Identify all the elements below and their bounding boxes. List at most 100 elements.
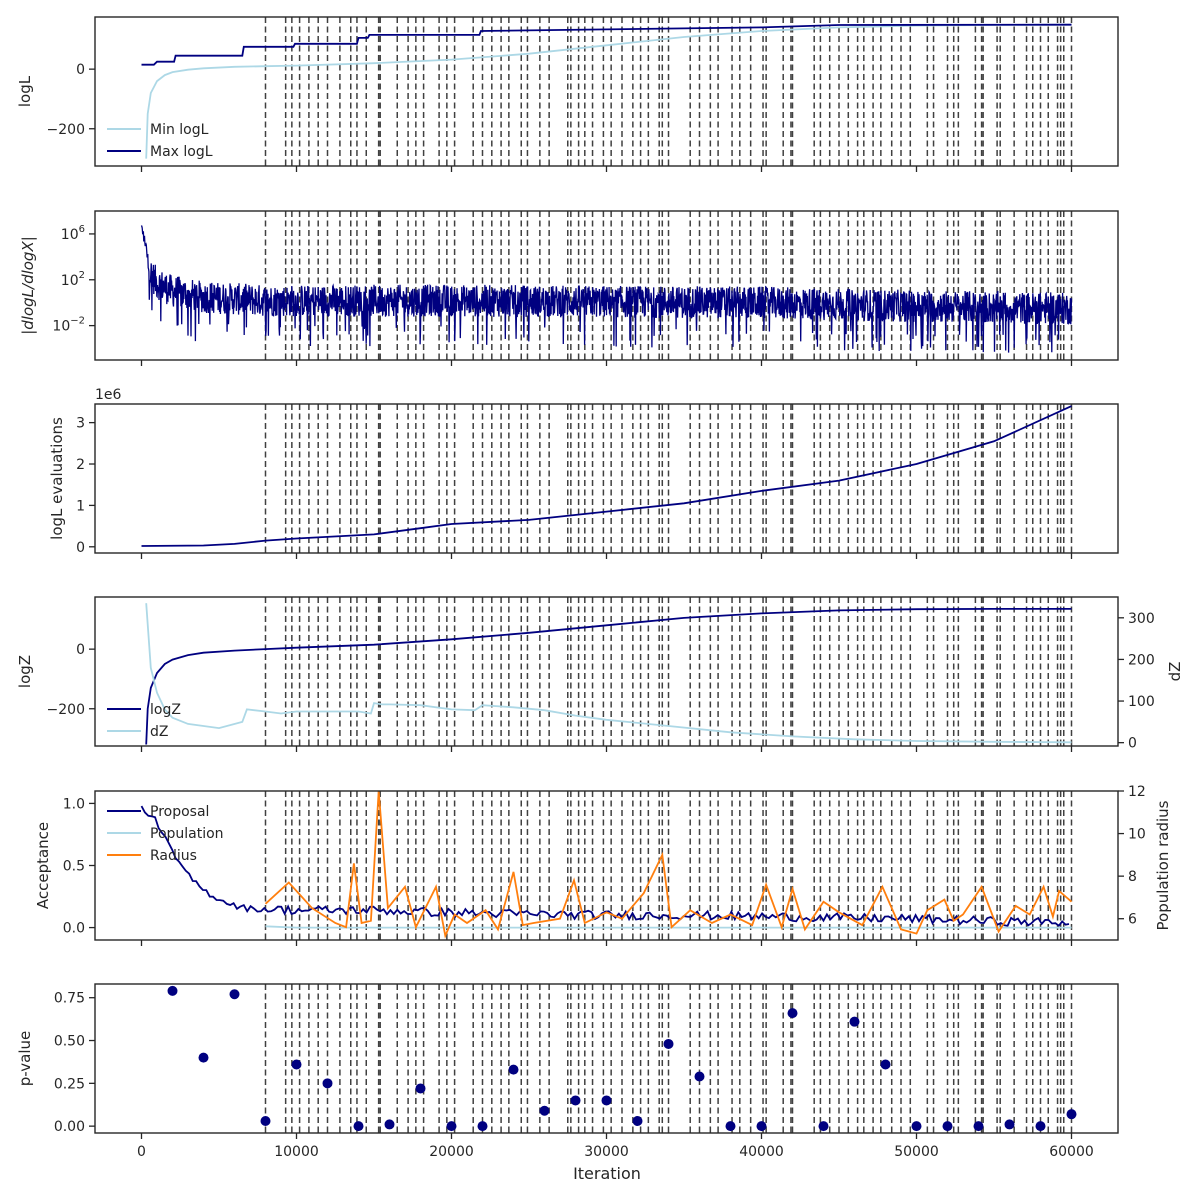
- axis-offset-label: 1e6: [95, 387, 122, 403]
- y-tick-label: 3: [76, 416, 85, 432]
- y-tick-label: 10−2: [52, 316, 85, 335]
- y-right-tick-label: 0: [1128, 736, 1137, 752]
- panel-logZ: 0 −200 0 100 200 300 logZ dZ logZ dZ: [16, 596, 1184, 752]
- y-right-tick-label: 300: [1128, 611, 1155, 627]
- pvalue-point: [322, 1078, 333, 1089]
- y-tick-label: 1.0: [63, 796, 85, 812]
- y-axis-label: |dlogL/dlogX|: [19, 236, 37, 335]
- legend-label: Proposal: [150, 804, 209, 820]
- pvalue-point: [632, 1116, 643, 1127]
- legend-label: Population: [150, 826, 224, 842]
- pvalue-point: [787, 1008, 798, 1019]
- y-axis-label: Acceptance: [34, 822, 52, 909]
- plot-area-pvalue: [167, 984, 1077, 1133]
- y-tick-label: 0: [76, 62, 85, 78]
- y-tick-label: −200: [47, 702, 85, 718]
- pvalue-point: [384, 1119, 395, 1130]
- pvalue-point: [353, 1121, 364, 1132]
- y-axis-label: logL: [16, 75, 34, 107]
- pvalue-point: [942, 1121, 953, 1132]
- series-line-dz: [145, 603, 1072, 744]
- panel-acceptance: 0.0 0.5 1.0 6 8 10 12 Acceptance Population radi…: [34, 784, 1172, 946]
- y-tick-label: 0.50: [54, 1034, 85, 1050]
- legend: logZ dZ: [107, 702, 181, 740]
- series-line-min-logl: [145, 23, 1072, 159]
- pvalue-point: [260, 1116, 271, 1127]
- axes-frame: [94, 596, 1119, 747]
- pvalue-point: [539, 1105, 550, 1116]
- panel-evaluations: 0 1 2 3 logL evaluations 1e6: [48, 387, 1119, 559]
- legend-label: dZ: [150, 724, 168, 740]
- legend: Proposal Population Radius: [107, 804, 224, 864]
- y-axis-label: p-value: [16, 1031, 34, 1087]
- series-line-dlogl: [140, 225, 1073, 353]
- legend-label: logZ: [150, 702, 181, 718]
- series-line-population: [265, 925, 1072, 929]
- x-tick-label: 40000: [739, 1144, 784, 1160]
- panel-pvalue: 0 10000 20000 30000 40000 50000 60000 0.00 0.25 0…: [16, 983, 1119, 1160]
- plot-area-dlogL: [140, 211, 1073, 360]
- y-tick-label: 106: [61, 224, 85, 243]
- series-line-proposal: [140, 805, 1070, 927]
- y-tick-label: 0.5: [63, 859, 85, 875]
- series-line-radius: [264, 791, 1073, 939]
- x-tick-label: 30000: [584, 1144, 629, 1160]
- axes-frame: [94, 403, 1119, 554]
- y-right-tick-label: 100: [1128, 694, 1155, 710]
- panel-logL: 0 −200 logL Min logL Max logL: [16, 16, 1119, 172]
- plot-area-acceptance: [140, 791, 1073, 940]
- legend: Min logL Max logL: [107, 122, 213, 160]
- y-tick-label: 0.0: [63, 921, 85, 937]
- pvalue-point: [694, 1071, 705, 1082]
- pvalue-point: [291, 1059, 302, 1070]
- pvalue-point: [911, 1121, 922, 1132]
- y-tick-label: 2: [76, 457, 85, 473]
- series-line-evaluations: [141, 405, 1072, 547]
- legend-label: Min logL: [150, 122, 209, 138]
- y-tick-label: 0.00: [54, 1119, 85, 1135]
- y-tick-label: 0.25: [54, 1076, 85, 1092]
- series-line-max-logl: [141, 23, 1072, 66]
- y-right-tick-label: 12: [1128, 784, 1146, 800]
- x-tick-label: 0: [137, 1144, 146, 1160]
- y-tick-label: 0: [76, 642, 85, 658]
- pvalue-point: [880, 1059, 891, 1070]
- y-tick-label: 0: [76, 540, 85, 556]
- y-right-tick-label: 200: [1128, 652, 1155, 668]
- y-tick-label: 0.75: [54, 991, 85, 1007]
- pvalue-point: [508, 1064, 519, 1075]
- y-axis-label: logZ: [16, 655, 34, 688]
- pvalue-point: [229, 989, 240, 1000]
- x-axis-label: Iteration: [573, 1164, 641, 1183]
- pvalue-point: [1066, 1109, 1077, 1120]
- x-tick-label: 10000: [274, 1144, 319, 1160]
- pvalue-point: [1035, 1121, 1046, 1132]
- x-tick-label: 20000: [429, 1144, 474, 1160]
- pvalue-point: [601, 1095, 612, 1106]
- y-axis-label: logL evaluations: [48, 417, 66, 540]
- pvalue-point: [818, 1121, 829, 1132]
- plot-area-evaluations: [141, 404, 1073, 553]
- y-right-tick-label: 10: [1128, 827, 1146, 843]
- plot-area-logZ: [145, 597, 1073, 746]
- y-tick-label: 1: [76, 498, 85, 514]
- y-tick-label: −200: [47, 122, 85, 138]
- pvalue-point: [756, 1121, 767, 1132]
- pvalue-point: [167, 985, 178, 996]
- pvalue-point: [849, 1016, 860, 1027]
- x-tick-label: 50000: [894, 1144, 939, 1160]
- axes-frame: [94, 16, 1119, 167]
- pvalue-point: [198, 1052, 209, 1063]
- pvalue-point: [446, 1121, 457, 1132]
- legend-label: Radius: [150, 848, 197, 864]
- pvalue-point: [477, 1121, 488, 1132]
- panel-dlogL: 106 102 10−2 |dlogL/dlogX|: [19, 210, 1119, 366]
- series-line-logz: [145, 608, 1072, 745]
- x-tick-label: 60000: [1049, 1144, 1094, 1160]
- pvalue-point: [973, 1121, 984, 1132]
- pvalue-point: [725, 1121, 736, 1132]
- pvalue-point: [415, 1083, 426, 1094]
- legend-label: Max logL: [150, 144, 213, 160]
- axes-frame: [94, 790, 1119, 941]
